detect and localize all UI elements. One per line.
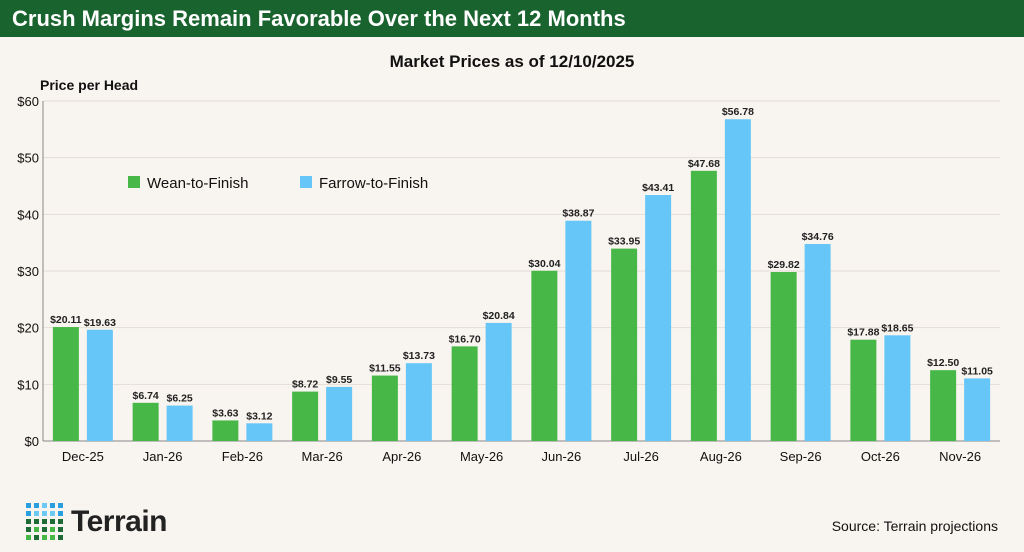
logo-grid-icon (26, 503, 63, 540)
data-label: $6.74 (132, 390, 158, 402)
bar-farrow-to-finish (964, 378, 991, 441)
bar-farrow-to-finish (884, 335, 911, 441)
bar-wean-to-finish (690, 170, 717, 441)
source-note: Source: Terrain projections (831, 518, 998, 534)
x-tick-label: Aug-26 (700, 449, 742, 464)
x-tick-label: Oct-26 (861, 449, 900, 464)
x-tick-label: May-26 (460, 449, 503, 464)
data-label: $3.63 (212, 407, 238, 419)
x-tick-label: Jul-26 (623, 449, 658, 464)
bar-wean-to-finish (212, 420, 239, 441)
bar-wean-to-finish (292, 391, 319, 441)
data-label: $34.76 (802, 231, 834, 243)
page-title: Crush Margins Remain Favorable Over the … (0, 0, 1024, 37)
bar-wean-to-finish (770, 272, 797, 441)
bar-farrow-to-finish (804, 244, 831, 441)
bar-farrow-to-finish (166, 405, 193, 441)
data-label: $6.25 (166, 393, 192, 405)
data-label: $43.41 (642, 182, 674, 194)
legend-swatch (128, 176, 140, 188)
terrain-logo: Terrain (26, 503, 167, 540)
legend-label: Farrow-to-Finish (319, 175, 428, 192)
x-tick-label: Dec-25 (62, 449, 104, 464)
data-label: $20.84 (483, 310, 515, 322)
data-label: $16.70 (449, 333, 481, 345)
data-label: $9.55 (326, 374, 352, 386)
y-axis-label: Price per Head (40, 77, 139, 93)
bar-wean-to-finish (132, 402, 159, 441)
x-tick-label: Jun-26 (542, 449, 582, 464)
data-label: $8.72 (292, 379, 318, 391)
x-tick-label: Feb-26 (222, 449, 263, 464)
y-tick-label: $30 (17, 264, 39, 279)
data-label: $18.65 (881, 322, 913, 334)
data-label: $33.95 (608, 236, 640, 248)
logo-text: Terrain (71, 504, 167, 538)
y-tick-label: $20 (17, 321, 39, 336)
x-tick-label: Nov-26 (939, 449, 981, 464)
data-label: $3.12 (246, 410, 272, 422)
y-tick-label: $50 (17, 151, 39, 166)
y-tick-label: $60 (17, 94, 39, 109)
data-label: $38.87 (562, 208, 594, 220)
bar-farrow-to-finish (405, 363, 432, 441)
bar-wean-to-finish (52, 327, 79, 441)
data-label: $29.82 (768, 259, 800, 271)
bar-farrow-to-finish (246, 423, 273, 441)
legend-swatch (300, 176, 312, 188)
bar-wean-to-finish (611, 248, 638, 441)
x-tick-label: Apr-26 (382, 449, 421, 464)
bar-farrow-to-finish (86, 329, 113, 441)
data-label: $11.55 (369, 363, 401, 375)
x-tick-label: Jan-26 (143, 449, 183, 464)
data-label: $56.78 (722, 106, 754, 118)
y-tick-label: $0 (25, 434, 39, 449)
data-label: $17.88 (847, 327, 879, 339)
bar-wean-to-finish (451, 346, 478, 441)
data-label: $19.63 (84, 317, 116, 329)
x-tick-label: Mar-26 (302, 449, 343, 464)
data-label: $20.11 (50, 314, 82, 326)
bar-wean-to-finish (930, 370, 957, 441)
data-label: $12.50 (927, 357, 959, 369)
legend-label: Wean-to-Finish (147, 175, 248, 192)
bar-farrow-to-finish (724, 119, 751, 441)
bar-wean-to-finish (850, 339, 877, 441)
data-label: $30.04 (528, 258, 560, 270)
bar-farrow-to-finish (326, 386, 353, 441)
data-label: $11.05 (961, 365, 993, 377)
y-tick-label: $40 (17, 207, 39, 222)
bar-farrow-to-finish (565, 220, 592, 441)
x-tick-label: Sep-26 (780, 449, 822, 464)
chart-title: Market Prices as of 12/10/2025 (389, 52, 635, 71)
data-label: $13.73 (403, 350, 435, 362)
data-label: $47.68 (688, 158, 720, 170)
bar-wean-to-finish (531, 270, 558, 441)
bar-farrow-to-finish (645, 195, 672, 441)
bar-farrow-to-finish (485, 322, 512, 441)
y-tick-label: $10 (17, 377, 39, 392)
bar-wean-to-finish (371, 375, 398, 441)
